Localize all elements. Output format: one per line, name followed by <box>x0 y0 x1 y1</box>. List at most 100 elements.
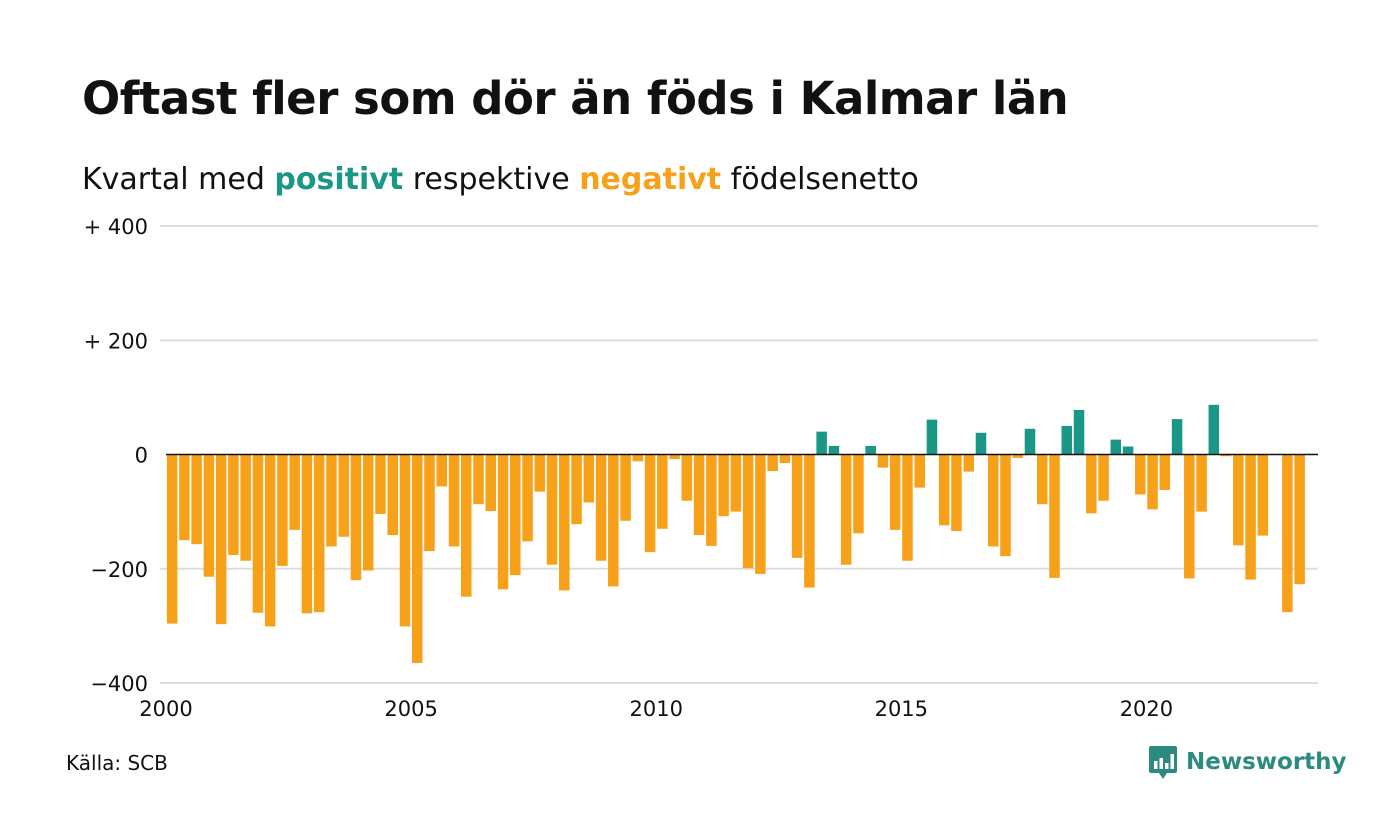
bar <box>1086 454 1097 514</box>
bar <box>546 454 558 565</box>
bar <box>228 454 239 556</box>
x-tick-label: 2005 <box>384 697 437 721</box>
bar <box>877 454 889 468</box>
newsworthy-logo: Newsworthy <box>1148 744 1347 780</box>
bar <box>583 454 595 503</box>
bar <box>840 454 852 565</box>
bar <box>1147 454 1158 510</box>
bar <box>1049 454 1060 578</box>
bar <box>350 454 362 581</box>
bar <box>693 454 705 536</box>
bar <box>657 454 668 529</box>
y-tick-label: −400 <box>90 672 148 696</box>
bar <box>767 454 778 472</box>
bar <box>1000 454 1011 557</box>
bar <box>534 454 546 492</box>
bar <box>436 454 448 487</box>
x-tick-label: 2015 <box>875 697 928 721</box>
bar <box>424 454 435 552</box>
bar <box>338 454 349 537</box>
bar <box>730 454 742 512</box>
bar <box>1294 454 1305 585</box>
bar <box>448 454 460 547</box>
bar <box>938 454 950 526</box>
bar <box>399 454 411 627</box>
bar <box>1233 454 1244 546</box>
bar <box>485 454 497 512</box>
bar <box>497 454 509 590</box>
bar <box>1282 454 1293 613</box>
bar <box>1073 409 1085 455</box>
bar <box>215 454 227 625</box>
bar <box>166 454 178 624</box>
bar <box>816 431 827 455</box>
bar <box>669 454 680 460</box>
bar <box>411 454 423 664</box>
bar <box>1061 425 1073 455</box>
bar <box>1135 454 1146 495</box>
bar <box>1012 454 1024 458</box>
bar <box>902 454 913 561</box>
bar <box>963 454 974 472</box>
bar <box>1257 454 1269 536</box>
y-tick-label: + 200 <box>84 329 148 353</box>
bar <box>522 454 533 542</box>
bar <box>718 454 729 517</box>
bar <box>326 454 337 547</box>
logo-text: Newsworthy <box>1186 749 1347 775</box>
bar <box>951 454 962 532</box>
x-tick-label: 2010 <box>629 697 682 721</box>
bar <box>828 445 840 455</box>
bars <box>166 404 1305 664</box>
bar <box>571 454 582 525</box>
bar <box>865 445 876 455</box>
bar <box>1184 454 1195 579</box>
bar <box>387 454 398 536</box>
bar <box>914 454 925 488</box>
bar <box>632 454 644 462</box>
bar <box>1245 454 1256 580</box>
subtitle-prefix: Kvartal med <box>82 162 275 197</box>
bar <box>301 454 313 614</box>
bar <box>706 454 717 546</box>
bar <box>289 454 300 530</box>
bar <box>375 454 386 514</box>
bar <box>1098 454 1109 501</box>
bar <box>1196 454 1207 512</box>
bar <box>804 454 815 588</box>
bar <box>755 454 766 574</box>
bar <box>608 454 619 587</box>
chart-subtitle: Kvartal med positivt respektive negativt… <box>82 162 919 197</box>
bar <box>681 454 693 501</box>
bar <box>1159 454 1171 490</box>
bar <box>889 454 901 530</box>
y-tick-label: + 400 <box>84 215 148 239</box>
bar <box>362 454 374 571</box>
bar <box>644 454 656 553</box>
bar <box>264 454 276 627</box>
bar <box>252 454 264 613</box>
x-tick-label: 2020 <box>1120 697 1173 721</box>
bar <box>1122 446 1134 455</box>
bar <box>1171 419 1183 455</box>
bar <box>277 454 288 566</box>
bar <box>1024 428 1036 455</box>
bar <box>975 432 987 455</box>
bar <box>473 454 484 505</box>
bar <box>240 454 251 561</box>
bar <box>620 454 631 521</box>
bar <box>203 454 215 577</box>
newsworthy-bar-chart-icon <box>1149 746 1177 779</box>
source-note: Källa: SCB <box>66 751 168 775</box>
subtitle-middle: respektive <box>403 162 580 197</box>
bar <box>987 454 999 547</box>
bar <box>595 454 607 561</box>
bar <box>742 454 754 569</box>
subtitle-negative-word: negativt <box>579 162 722 197</box>
chart-title: Oftast fler som dör än föds i Kalmar län <box>82 72 1069 125</box>
bar <box>853 454 864 534</box>
bar <box>460 454 472 597</box>
bar <box>779 454 791 464</box>
